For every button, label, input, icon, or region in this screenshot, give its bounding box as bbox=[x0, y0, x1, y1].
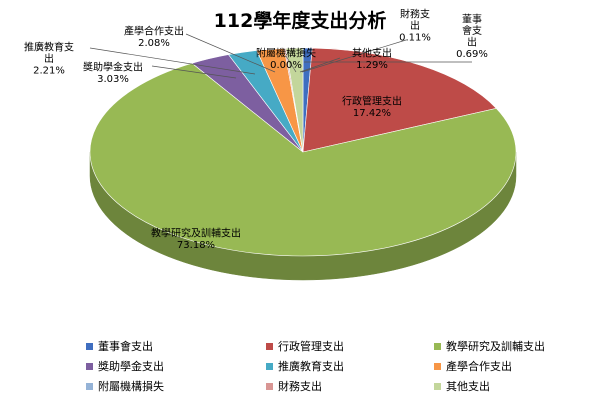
data-label-text-7: 出 bbox=[410, 19, 420, 32]
legend-item-4: 推廣教育支出 bbox=[266, 358, 434, 374]
legend-item-0: 董事會支出 bbox=[86, 338, 266, 354]
legend-item-7: 財務支出 bbox=[266, 378, 434, 394]
legend-label-6: 附屬機構損失 bbox=[98, 380, 164, 393]
legend-item-2: 教學研究及訓輔支出 bbox=[434, 338, 584, 354]
data-label-text-8: 其他支出 bbox=[352, 46, 392, 59]
legend-item-5: 產學合作支出 bbox=[434, 358, 584, 374]
pie-top bbox=[89, 47, 517, 257]
legend-label-7: 財務支出 bbox=[278, 380, 322, 393]
legend-label-0: 董事會支出 bbox=[98, 340, 153, 353]
legend-label-1: 行政管理支出 bbox=[278, 340, 344, 353]
legend-swatch-0 bbox=[86, 342, 93, 350]
data-label-pct-5: 2.08% bbox=[138, 38, 170, 49]
legend: 董事會支出 行政管理支出 教學研究及訓輔支出獎助學金支出 推廣教育支出 產學合作支出附屬… bbox=[86, 338, 566, 394]
legend-item-8: 其他支出 bbox=[434, 378, 584, 394]
legend-item-1: 行政管理支出 bbox=[266, 338, 434, 354]
data-label-text-0: 董事 bbox=[462, 12, 482, 25]
leader-line-5 bbox=[185, 33, 276, 73]
legend-swatch-2 bbox=[434, 342, 441, 350]
legend-label-5: 產學合作支出 bbox=[446, 360, 512, 373]
pie-slice-8 bbox=[285, 47, 304, 153]
legend-item-6: 附屬機構損失 bbox=[86, 378, 266, 394]
data-label-pct-3: 3.03% bbox=[97, 74, 129, 85]
chart-title: 112學年度支出分析 bbox=[213, 10, 387, 32]
legend-label-2: 教學研究及訓輔支出 bbox=[446, 340, 545, 353]
data-label-text-4: 出 bbox=[44, 52, 54, 65]
leader-line-7 bbox=[301, 39, 407, 73]
legend-swatch-5 bbox=[434, 362, 441, 370]
leader-line-4 bbox=[89, 47, 256, 75]
pie-slice-1 bbox=[302, 47, 497, 153]
legend-swatch-7 bbox=[266, 382, 273, 390]
data-label-text-5: 產學合作支出 bbox=[124, 24, 184, 37]
legend-label-4: 推廣教育支出 bbox=[278, 360, 344, 373]
legend-swatch-6 bbox=[86, 382, 93, 390]
legend-swatch-8 bbox=[434, 382, 441, 390]
legend-item-3: 獎助學金支出 bbox=[86, 358, 266, 374]
data-label-pct-2: 73.18% bbox=[177, 240, 215, 251]
leader-line-6 bbox=[285, 55, 297, 73]
data-label-text-2: 教學研究及訓輔支出 bbox=[151, 226, 241, 239]
data-label-text-3: 獎助學金支出 bbox=[83, 60, 143, 73]
data-label-pct-8: 1.29% bbox=[356, 60, 388, 71]
data-label-pct-4: 2.21% bbox=[33, 65, 65, 76]
data-label-text-4: 推廣教育支 bbox=[24, 40, 74, 53]
data-label-pct-6: 0.00% bbox=[270, 60, 302, 71]
data-label-pct-0: 0.69% bbox=[456, 49, 488, 60]
legend-label-8: 其他支出 bbox=[446, 380, 490, 393]
leader-line-3 bbox=[151, 65, 237, 79]
data-labels: 董事會支出0.69%行政管理支出17.42%教學研究及訓輔支出73.18%獎助學… bbox=[24, 7, 488, 251]
data-label-text-7: 財務支 bbox=[400, 7, 430, 20]
data-label-pct-1: 17.42% bbox=[353, 108, 391, 119]
leader-line-8 bbox=[299, 57, 341, 73]
data-label-pct-7: 0.11% bbox=[399, 32, 431, 43]
pie-slice-2 bbox=[89, 62, 517, 257]
data-label-text-0: 出 bbox=[467, 35, 477, 48]
data-label-text-0: 會支 bbox=[462, 24, 482, 37]
data-label-text-1: 行政管理支出 bbox=[342, 94, 402, 107]
legend-swatch-4 bbox=[266, 362, 273, 370]
legend-swatch-3 bbox=[86, 362, 93, 370]
leader-lines bbox=[89, 33, 472, 79]
legend-swatch-1 bbox=[266, 342, 273, 350]
legend-label-3: 獎助學金支出 bbox=[98, 360, 164, 373]
data-label-text-6: 附屬機構損失 bbox=[256, 46, 316, 59]
